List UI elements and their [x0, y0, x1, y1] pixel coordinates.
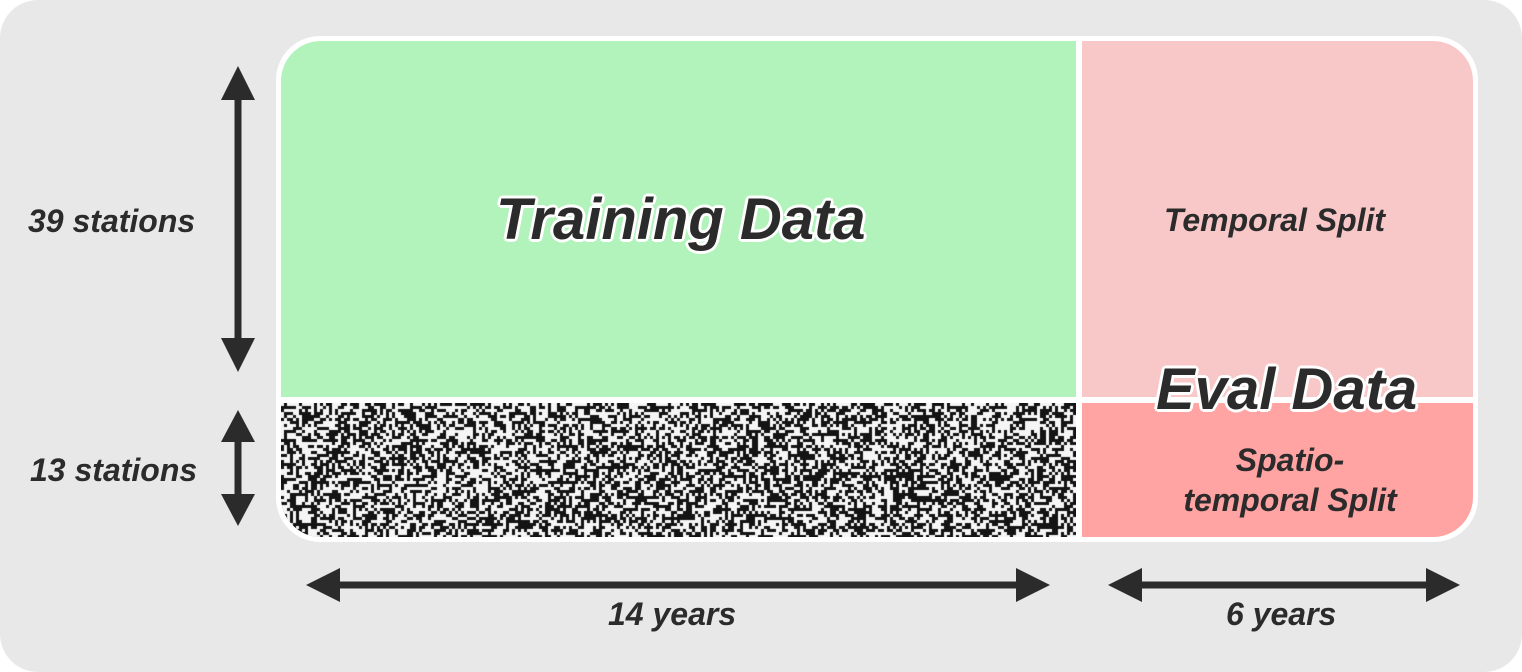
- spatio-temporal-split-label: Spatio- temporal Split: [1150, 440, 1430, 520]
- temporal-split-region: [1082, 41, 1473, 397]
- horizontal-arrow-6-years: [1108, 568, 1460, 602]
- stations-13-label: 13 stations: [30, 452, 198, 488]
- horizontal-arrow-14-years: [306, 568, 1050, 602]
- temporal-split-label: Temporal Split: [1164, 202, 1386, 238]
- training-data-label: Training Data: [496, 187, 866, 252]
- training-data-region: [281, 41, 1076, 397]
- vertical-arrow-13-stations: [221, 410, 255, 526]
- data-split-grid: [276, 36, 1478, 542]
- spatio-temporal-split-line-1: Spatio-: [1235, 442, 1345, 478]
- spatio-temporal-split-line-2: temporal Split: [1183, 482, 1397, 518]
- years-14-label: 14 years: [608, 596, 737, 632]
- years-6-label: 6 years: [1226, 596, 1337, 632]
- stations-39-label: 39 stations: [28, 203, 196, 239]
- held-out-stations-noise-region: [281, 403, 1076, 537]
- vertical-arrow-39-stations: [221, 66, 255, 372]
- noise-texture: [281, 403, 1076, 537]
- eval-data-label: Eval Data: [1156, 357, 1418, 422]
- spatio-temporal-split-region: [1082, 403, 1473, 537]
